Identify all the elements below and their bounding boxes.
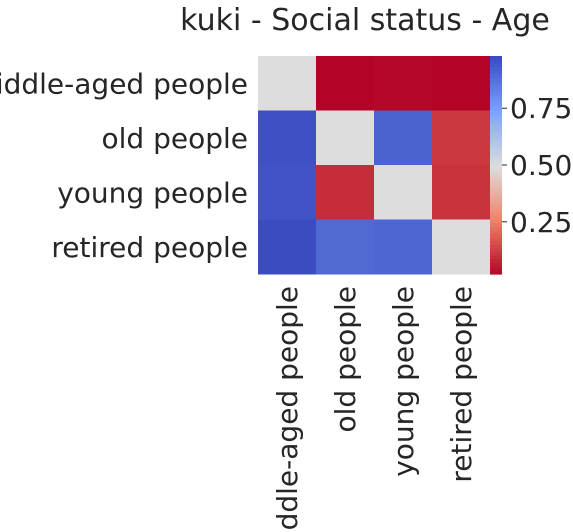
colorbar-segment [490, 150, 502, 155]
colorbar-segment [490, 85, 502, 90]
colorbar-segment [490, 125, 502, 130]
heatmap-cell [432, 165, 491, 220]
chart-title: kuki - Social status - Age [180, 3, 550, 38]
colorbar-segment [490, 259, 502, 264]
colorbar-segment [490, 241, 502, 246]
heatmap-cell [258, 110, 317, 166]
y-tick-label: young people [57, 176, 248, 209]
heatmap-cell [316, 219, 375, 275]
colorbar-segment [490, 70, 502, 75]
colorbar-tick-label: 0.75 [510, 92, 572, 125]
colorbar-segment [490, 168, 502, 173]
colorbar-segment [490, 66, 502, 72]
colorbar-segment [490, 244, 502, 250]
colorbar-segment [490, 175, 502, 181]
colorbar-segment [490, 234, 502, 239]
colorbar-tick-label: 0.25 [510, 206, 572, 239]
colorbar-segment [490, 266, 502, 271]
colorbar-segment [490, 63, 502, 68]
colorbar-segment [490, 103, 502, 108]
colorbar-segment [490, 99, 502, 104]
colorbar-segment [490, 56, 502, 61]
heatmap-cell [374, 110, 433, 166]
heatmap-cell [432, 219, 491, 275]
colorbar-segment [490, 248, 502, 253]
heatmap-cell [374, 56, 433, 111]
heatmap-cells [258, 56, 491, 275]
colorbar-segment [490, 223, 502, 228]
y-tick-label: retired people [51, 231, 248, 264]
heatmap-cell [258, 219, 317, 275]
colorbar-segment [490, 219, 502, 224]
y-tick-label: middle-aged people [0, 67, 248, 100]
colorbar-segment [490, 230, 502, 235]
colorbar-segment [490, 208, 502, 213]
heatmap-cell [432, 110, 491, 166]
colorbar-segment [490, 252, 502, 257]
heatmap-cell [432, 56, 491, 111]
colorbar-segment [490, 190, 502, 195]
colorbar-segment [490, 77, 502, 83]
x-tick-labels: middle-aged people old people young people… [271, 286, 478, 532]
colorbar-segment [490, 263, 502, 268]
colorbar-segment [490, 59, 502, 64]
colorbar-segment [490, 110, 502, 115]
colorbar-segment [490, 226, 502, 231]
colorbar-segment [490, 143, 502, 148]
heatmap-cell [258, 56, 317, 111]
colorbar-segment [490, 135, 502, 141]
colorbar-segment [490, 194, 502, 199]
colorbar-segment [490, 215, 502, 221]
colorbar-segment [490, 157, 502, 162]
heatmap-cell [258, 165, 317, 220]
colorbar-segment [490, 165, 502, 170]
heatmap-cell [316, 110, 375, 166]
colorbar-segment [490, 183, 502, 188]
colorbar-segment [490, 81, 502, 86]
colorbar-segment [490, 237, 502, 242]
colorbar-segment [490, 212, 502, 217]
heatmap-cell [316, 165, 375, 220]
heatmap-cell [374, 165, 433, 220]
colorbar-segment [490, 74, 502, 79]
colorbar-segment [490, 179, 502, 184]
heatmap-cell [316, 56, 375, 111]
x-tick-label: young people [387, 286, 420, 477]
colorbar-segment [490, 114, 502, 119]
colorbar-segment [490, 128, 502, 133]
colorbar-segment [490, 117, 502, 122]
colorbar-segment [490, 95, 502, 101]
colorbar-segment [490, 255, 502, 261]
x-tick-label: old people [329, 286, 362, 433]
colorbar-tick-label: 0.50 [510, 149, 572, 182]
colorbar-segment [490, 154, 502, 159]
colorbar-segment [490, 121, 502, 126]
x-tick-label: middle-aged people [271, 286, 304, 532]
colorbar-segment [490, 132, 502, 137]
colorbar-segment [490, 92, 502, 97]
colorbar-segment [490, 161, 502, 166]
colorbar-segment [490, 139, 502, 144]
colorbar: 0.25 0.50 0.75 [490, 56, 572, 275]
colorbar-segment [490, 172, 502, 177]
heatmap-cell [374, 219, 433, 275]
colorbar-segment [490, 201, 502, 206]
colorbar-segment [490, 197, 502, 202]
colorbar-segment [490, 88, 502, 93]
colorbar-segment [490, 204, 502, 210]
colorbar-segment [490, 186, 502, 192]
colorbar-segment [490, 106, 502, 112]
colorbar-segment [490, 270, 502, 275]
y-tick-labels: middle-aged people old people young people… [0, 67, 248, 264]
x-tick-label: retired people [445, 286, 478, 483]
y-tick-label: old people [102, 122, 249, 155]
colorbar-segment [490, 146, 502, 152]
